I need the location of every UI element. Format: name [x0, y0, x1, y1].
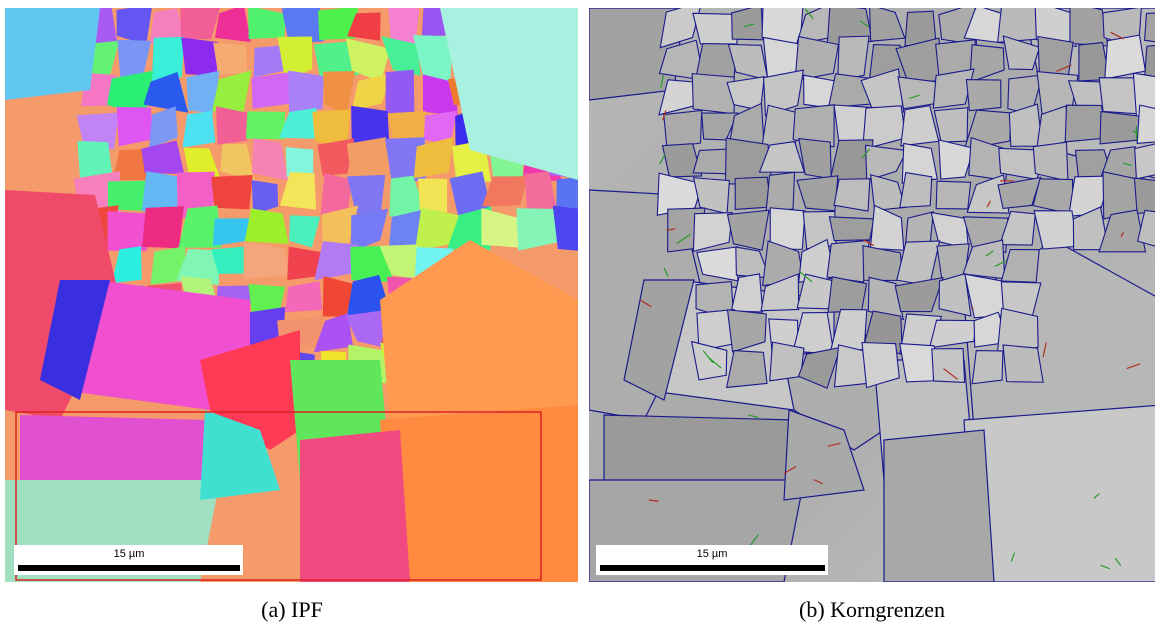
grain [884, 430, 994, 582]
grain [1137, 105, 1158, 143]
grain [735, 177, 771, 209]
grain [932, 349, 965, 383]
grain [288, 70, 324, 114]
grain [972, 351, 1003, 384]
grain [829, 217, 874, 241]
grain [117, 107, 153, 146]
scale-bar-label: 15 µm [697, 548, 728, 560]
grain [900, 173, 932, 208]
caption: (b) Korngrenzen [799, 597, 945, 622]
grain [246, 111, 285, 139]
grain [727, 351, 767, 388]
grain [728, 210, 769, 250]
caption: (a) IPF [261, 597, 323, 622]
grain [964, 405, 1158, 582]
grain [966, 80, 1000, 111]
grain [418, 179, 447, 213]
scale-bar-label: 15 µm [114, 548, 145, 560]
grain [211, 175, 253, 209]
grain [838, 36, 869, 80]
grain [386, 70, 415, 115]
grain [252, 72, 290, 108]
grain [936, 181, 970, 209]
grain [692, 74, 734, 114]
grain [300, 430, 410, 582]
grain [5, 8, 100, 100]
grain [1105, 35, 1146, 79]
grain [142, 206, 184, 248]
ipf-map [5, 2, 596, 582]
figure: 15 µm 15 µm (a) IPF (b) Korngrenzen [0, 0, 1158, 629]
page: {"panels": [ {"scale_bar": "15 µm", "cap… [0, 0, 1158, 629]
scale-bar [18, 565, 240, 571]
grain [828, 277, 867, 312]
grain [834, 179, 870, 211]
grain [1145, 12, 1158, 43]
grain [1134, 178, 1158, 214]
grain [766, 172, 795, 212]
grain [181, 37, 218, 76]
grain [213, 43, 247, 75]
scale-bar [600, 565, 825, 571]
grain [388, 111, 427, 141]
grain [1003, 345, 1043, 382]
grain [553, 206, 595, 252]
grain [245, 208, 289, 244]
grain-boundary-map [589, 1, 1158, 582]
grain [380, 405, 578, 582]
grain [664, 110, 702, 147]
grain [183, 111, 216, 148]
